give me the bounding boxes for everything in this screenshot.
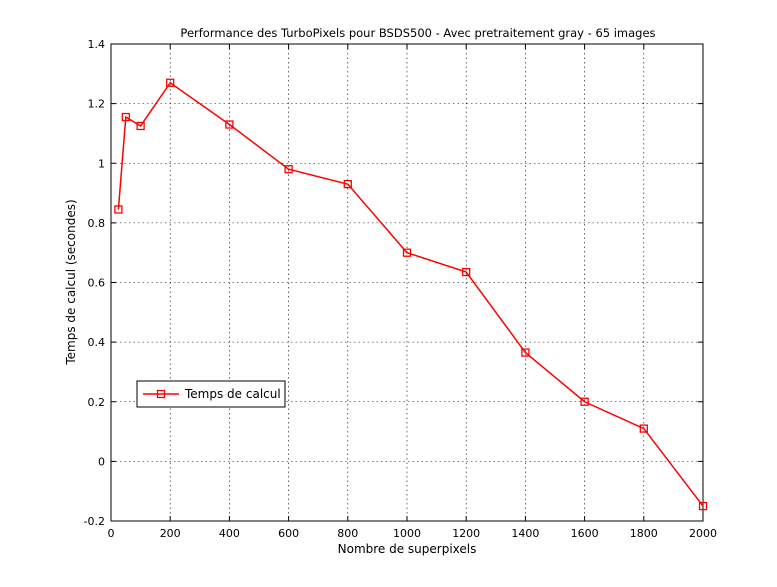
y-tick-label: 1.2	[88, 98, 106, 111]
data-point-marker	[402, 248, 412, 257]
data-point-marker	[580, 397, 589, 406]
legend: Temps de calcul	[136, 380, 286, 408]
axis-ticks: 0 200 400 600 800 1000 1200 1400 1600 1800 2000 -0.…	[84, 38, 717, 540]
x-axis-label: Nombre de superpixels	[338, 542, 477, 556]
data-point-marker	[166, 78, 175, 87]
x-tick-label: 600	[278, 527, 299, 540]
x-tick-label: 1200	[452, 527, 480, 540]
x-tick-label: 0	[108, 527, 115, 540]
data-point-marker	[462, 267, 471, 277]
x-tick-label: 1000	[393, 527, 421, 540]
data-point-marker	[343, 179, 352, 189]
x-tick-label: 1600	[571, 527, 599, 540]
y-tick-label: 0.6	[88, 277, 106, 290]
data-point-marker	[121, 112, 130, 122]
x-tick-label: 2000	[689, 527, 717, 540]
x-tick-label: 800	[337, 527, 358, 540]
data-point-marker	[284, 165, 293, 174]
y-tick-label: 0	[98, 455, 105, 468]
y-tick-label: 0.8	[88, 217, 106, 230]
y-axis-label: Temps de calcul (secondes)	[64, 199, 78, 365]
legend-label: Temps de calcul	[184, 387, 281, 401]
data-point-marker	[639, 424, 648, 433]
y-tick-label: 0.4	[88, 336, 106, 349]
series-layer	[114, 78, 708, 511]
x-tick-label: 1800	[630, 527, 658, 540]
data-point-marker	[521, 348, 530, 357]
x-tick-label: 200	[160, 527, 181, 540]
data-point-marker	[136, 121, 145, 131]
series-line	[117, 81, 704, 507]
x-tick-label: 400	[219, 527, 240, 540]
data-point-marker	[114, 205, 123, 214]
data-point-marker	[225, 120, 234, 129]
legend-box	[136, 380, 286, 408]
y-tick-label: 1	[98, 157, 105, 170]
y-tick-label: 0.2	[88, 396, 106, 409]
y-tick-label: 1.4	[88, 38, 106, 51]
x-tick-label: 1400	[511, 527, 539, 540]
data-point-marker	[698, 501, 708, 511]
grid	[111, 44, 703, 521]
legend-marker	[156, 389, 166, 399]
chart-title: Performance des TurboPixels pour BSDS500…	[180, 26, 655, 40]
y-tick-label: -0.2	[84, 515, 105, 528]
